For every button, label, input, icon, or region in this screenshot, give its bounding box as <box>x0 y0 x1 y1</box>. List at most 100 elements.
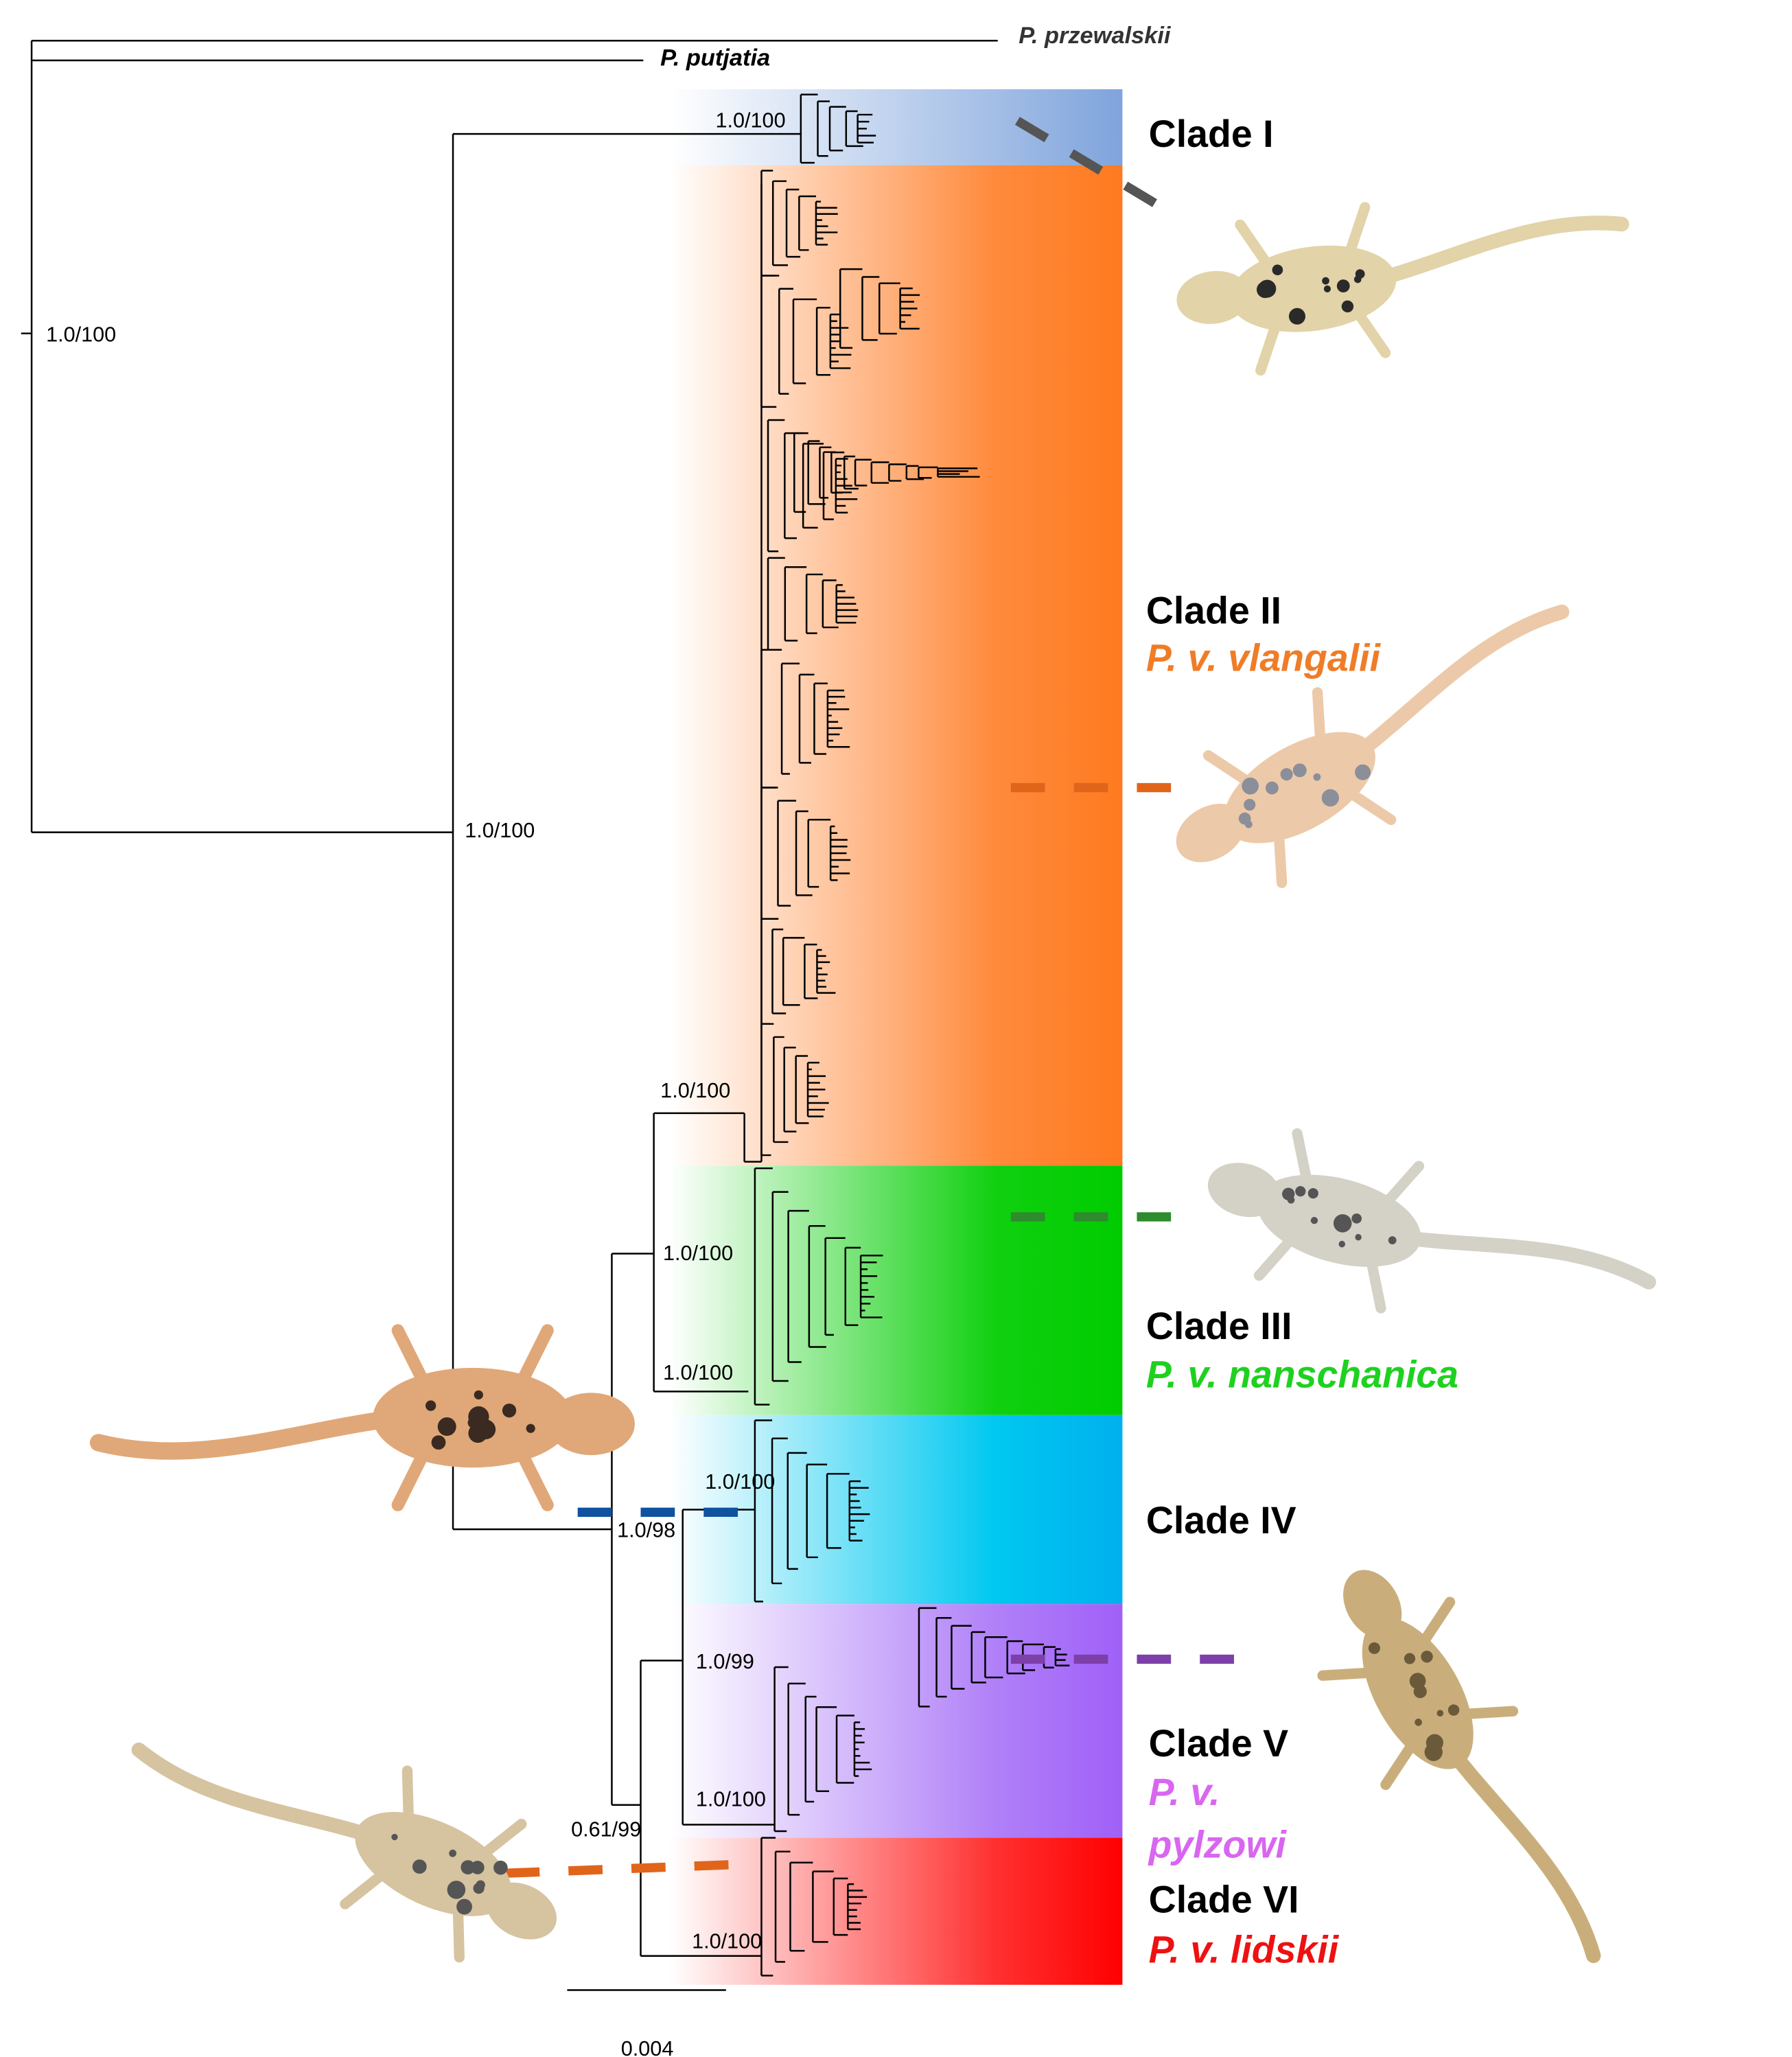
lizard-spot <box>1266 781 1279 795</box>
lizard-spot <box>1388 1236 1397 1244</box>
lizard-spot <box>1355 1233 1362 1241</box>
tip-cluster <box>937 467 980 478</box>
clade-band <box>669 1165 1123 1415</box>
tip-cluster <box>835 584 859 624</box>
lizard-spot <box>1338 1240 1346 1248</box>
lizard-spot <box>1409 1673 1426 1689</box>
lizard-spot <box>1436 1710 1444 1717</box>
lizard-spot <box>1244 820 1253 828</box>
lizard-spot <box>476 1880 485 1890</box>
lizard-spot <box>1323 285 1331 292</box>
tip-cluster <box>1054 1648 1070 1666</box>
subtree <box>839 268 900 349</box>
clade-label: Clade I <box>1149 113 1274 155</box>
support-value: 1.0/100 <box>716 109 786 132</box>
support-value: 1.0/100 <box>663 1242 733 1265</box>
clade-label: Clade VI <box>1149 1879 1299 1921</box>
lizard-body <box>1229 245 1397 332</box>
tip-cluster <box>899 287 920 330</box>
clade-bands <box>669 89 1123 1985</box>
support-value: 1.0/100 <box>705 1470 775 1494</box>
lizard-spot <box>1310 1217 1318 1224</box>
clade-band <box>669 89 1123 165</box>
lizard-spot <box>1272 264 1283 276</box>
connector <box>1014 117 1158 208</box>
lizard-leg <box>516 1449 554 1511</box>
tip-cluster <box>829 825 851 881</box>
lizard-spot <box>425 1400 437 1411</box>
lizard-leg <box>1366 1257 1386 1314</box>
lizard-leg <box>1380 1740 1417 1790</box>
lizard-spot <box>1288 307 1306 325</box>
lizard-spot <box>461 1860 476 1875</box>
support-value: 1.0/100 <box>663 1361 733 1384</box>
scale-bar-label: 0.004 <box>621 2037 674 2057</box>
lizard-spot <box>468 1423 488 1443</box>
lizard-spot <box>437 1417 456 1437</box>
subspecies-label: P. v. lidskii <box>1149 1928 1340 1971</box>
support-value: 1.0/100 <box>46 323 116 346</box>
lizard-spot <box>1341 300 1354 313</box>
subspecies-label: pylzowi <box>1148 1823 1288 1866</box>
tip-cluster <box>826 689 850 748</box>
support-value: 1.0/100 <box>696 1788 766 1811</box>
lizard-spot <box>391 1833 398 1841</box>
clade-band <box>669 1604 1123 1838</box>
lizard <box>89 1324 635 1511</box>
lizard-head <box>1176 270 1250 325</box>
support-value: 1.0/100 <box>465 819 535 842</box>
clade-label: Clade IV <box>1146 1499 1296 1542</box>
lizard-head <box>1207 1163 1281 1218</box>
subtree <box>760 1023 809 1157</box>
lizard <box>1207 1128 1657 1314</box>
lizard-leg <box>391 1449 430 1511</box>
lizard-leg <box>1273 830 1288 888</box>
lizard-spot <box>456 1898 472 1915</box>
subtree <box>760 1837 848 1977</box>
clade-band <box>669 165 1123 1166</box>
lizard-spot <box>1292 763 1307 778</box>
tip-cluster <box>816 949 836 994</box>
lizard <box>1317 1570 1601 1964</box>
clade-label: Clade III <box>1146 1305 1292 1347</box>
subtree <box>760 275 830 408</box>
lizard-spot <box>1287 1196 1295 1204</box>
lizard-tail <box>1347 604 1570 764</box>
lizard-spot <box>1280 768 1293 781</box>
lizard-spot <box>1322 277 1329 285</box>
lizard-tail <box>89 1408 407 1460</box>
support-value: 1.0/100 <box>660 1079 730 1102</box>
lizard-head <box>1176 804 1246 863</box>
lizard-spot <box>1307 1188 1318 1199</box>
subspecies-label: P. v. vlangalii <box>1146 636 1382 679</box>
support-value: 0.61/99 <box>571 1818 641 1841</box>
subtree <box>800 93 863 164</box>
lizard-leg <box>1253 1235 1296 1281</box>
dashed-connectors <box>505 117 1261 1878</box>
lizard-spot <box>1426 1734 1443 1752</box>
lizard-leg <box>1235 219 1272 269</box>
support-value: 1.0/99 <box>696 1650 754 1673</box>
lizard-leg <box>1255 321 1281 376</box>
lizard-leg <box>402 1765 414 1824</box>
lizard-leg <box>1382 1161 1425 1207</box>
lizard-leg <box>391 1324 430 1387</box>
outgroup-label: P. putjatia <box>660 45 770 71</box>
support-value: 1.0/98 <box>617 1519 675 1542</box>
tip-cluster <box>853 1721 872 1777</box>
lizard-tail <box>1441 1741 1601 1964</box>
lizard-tail <box>1392 1229 1657 1290</box>
lizard-spot <box>1333 1214 1352 1233</box>
tip-cluster <box>815 200 838 246</box>
lizard-leg <box>1312 687 1326 745</box>
clade-label: Clade V <box>1149 1722 1288 1765</box>
lizard-spot <box>447 1881 466 1899</box>
lizard <box>1176 604 1570 888</box>
lizard-spot <box>474 1390 483 1399</box>
lizard-spot <box>1447 1704 1460 1716</box>
lizard-spot <box>1321 789 1339 807</box>
lizard-tail <box>1367 216 1629 288</box>
outgroup-label: P. przewalskii <box>1019 23 1172 49</box>
lizard-spot <box>1336 279 1350 293</box>
